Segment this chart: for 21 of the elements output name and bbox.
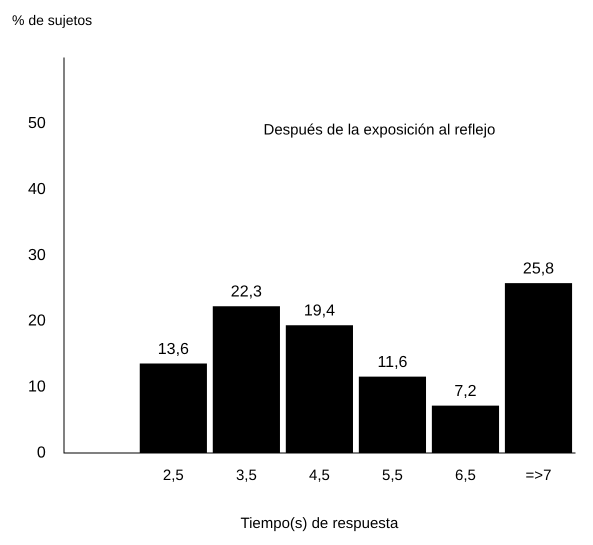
y-tick-label: 20 <box>28 312 46 330</box>
x-tick-label: 5,5 <box>382 467 403 484</box>
data-label: 19,4 <box>304 302 336 320</box>
y-tick-label: 50 <box>28 115 46 132</box>
x-tick-label: 4,5 <box>308 467 330 484</box>
x-tick-label: =>7 <box>526 467 552 484</box>
y-tick-label: 40 <box>28 181 46 198</box>
x-tick-label: 2,5 <box>162 467 184 484</box>
data-label: 13,6 <box>158 340 190 358</box>
x-tick-label: 3,5 <box>236 467 257 484</box>
y-tick-label: 10 <box>28 378 46 396</box>
y-tick-label: 30 <box>28 246 46 264</box>
x-tick-label: 6,5 <box>455 467 476 484</box>
data-label: 11,6 <box>377 354 408 372</box>
y-axis-title: % de sujetos <box>12 12 92 28</box>
data-label: 22,3 <box>230 284 262 301</box>
y-tick-label: 0 <box>36 444 46 462</box>
data-label: 7,2 <box>454 383 477 400</box>
annotation: Después de la exposición al reflejo <box>263 122 496 139</box>
data-label: 25,8 <box>522 260 554 278</box>
x-axis-title: Tiempo(s) de respuesta <box>240 515 399 532</box>
